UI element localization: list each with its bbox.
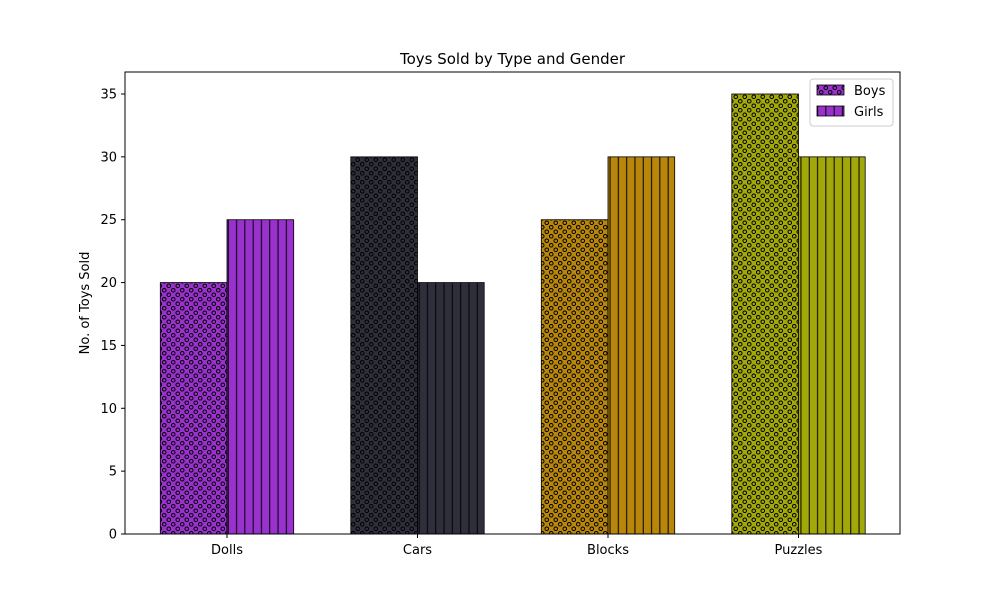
plot-frame (124, 71, 901, 535)
bar-blocks-girls (607, 156, 676, 535)
legend-swatch-boys (816, 84, 845, 96)
x-tick-label: Blocks (587, 543, 629, 558)
bar-dolls-boys (159, 282, 228, 535)
legend-swatch-girls (816, 105, 845, 117)
legend-label-girls: Girls (854, 105, 884, 120)
bar-puzzles-boys (731, 93, 799, 535)
y-tick-label: 15 (100, 339, 117, 354)
bar-cars-girls (417, 282, 485, 535)
x-tick-label: Dolls (211, 543, 243, 558)
y-axis-label: No. of Toys Sold (78, 252, 93, 355)
bars-group (159, 93, 866, 535)
y-tick-label: 10 (100, 402, 117, 417)
bar-dolls-girls (226, 219, 295, 535)
bar-cars-boys (350, 156, 418, 535)
y-tick-label: 5 (109, 465, 117, 480)
legend-label-boys: Boys (854, 84, 886, 99)
y-tick-label: 30 (100, 150, 117, 165)
x-ticks-group: Dolls Cars Blocks Puzzles (211, 534, 823, 558)
y-tick-label: 35 (100, 88, 117, 103)
y-tick-label: 0 (109, 528, 117, 543)
y-ticks-group: 0 5 10 15 20 25 30 35 (100, 88, 125, 543)
legend: Boys Girls (809, 78, 894, 127)
chart-title: Toys Sold by Type and Gender (399, 50, 626, 68)
bar-blocks-boys (540, 219, 609, 535)
y-tick-label: 25 (100, 213, 117, 228)
y-tick-label: 20 (100, 276, 117, 291)
x-tick-label: Cars (403, 543, 432, 558)
bar-puzzles-girls (798, 156, 866, 535)
x-tick-label: Puzzles (775, 543, 823, 558)
